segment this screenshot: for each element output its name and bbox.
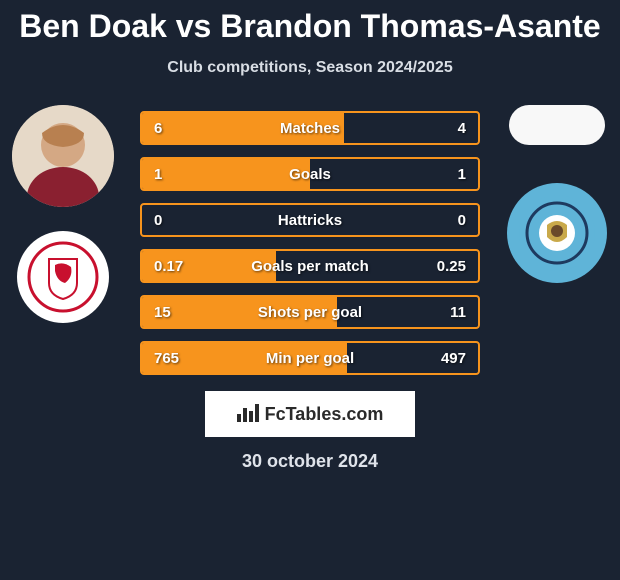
stat-right-value: 4 [408, 120, 478, 137]
footer-brand-text: FcTables.com [265, 404, 384, 425]
footer-date: 30 october 2024 [0, 451, 620, 472]
stat-label: Hattricks [212, 212, 408, 229]
stat-left-value: 0 [142, 212, 212, 229]
left-player-column [8, 105, 118, 323]
stat-label: Shots per goal [212, 304, 408, 321]
right-player-avatar [509, 105, 605, 145]
left-player-avatar [12, 105, 114, 207]
left-club-badge [17, 231, 109, 323]
stat-right-value: 11 [408, 304, 478, 321]
right-player-column [502, 105, 612, 283]
comparison-content: 6 Matches 4 1 Goals 1 0 Hattricks 0 0.17… [0, 105, 620, 375]
stat-row: 1 Goals 1 [140, 157, 480, 191]
stat-label: Matches [212, 120, 408, 137]
stat-row: 6 Matches 4 [140, 111, 480, 145]
stat-left-value: 0.17 [142, 258, 212, 275]
stat-label: Goals per match [212, 258, 408, 275]
footer-brand-box: FcTables.com [205, 391, 415, 437]
page-title: Ben Doak vs Brandon Thomas-Asante [0, 0, 620, 45]
stat-right-value: 0.25 [408, 258, 478, 275]
right-club-badge [507, 183, 607, 283]
stat-left-value: 6 [142, 120, 212, 137]
stat-rows: 6 Matches 4 1 Goals 1 0 Hattricks 0 0.17… [140, 105, 480, 375]
stat-right-value: 0 [408, 212, 478, 229]
shield-icon [27, 241, 99, 313]
subtitle: Club competitions, Season 2024/2025 [0, 59, 620, 77]
chart-icon [237, 400, 259, 428]
stat-row: 15 Shots per goal 11 [140, 295, 480, 329]
stat-right-value: 497 [408, 350, 478, 367]
stat-label: Goals [212, 166, 408, 183]
stat-row: 0.17 Goals per match 0.25 [140, 249, 480, 283]
stat-row: 765 Min per goal 497 [140, 341, 480, 375]
stat-left-value: 765 [142, 350, 212, 367]
stat-right-value: 1 [408, 166, 478, 183]
stat-left-value: 1 [142, 166, 212, 183]
stat-left-value: 15 [142, 304, 212, 321]
person-icon [12, 105, 114, 207]
stat-row: 0 Hattricks 0 [140, 203, 480, 237]
stat-label: Min per goal [212, 350, 408, 367]
club-crest-icon [517, 193, 597, 273]
